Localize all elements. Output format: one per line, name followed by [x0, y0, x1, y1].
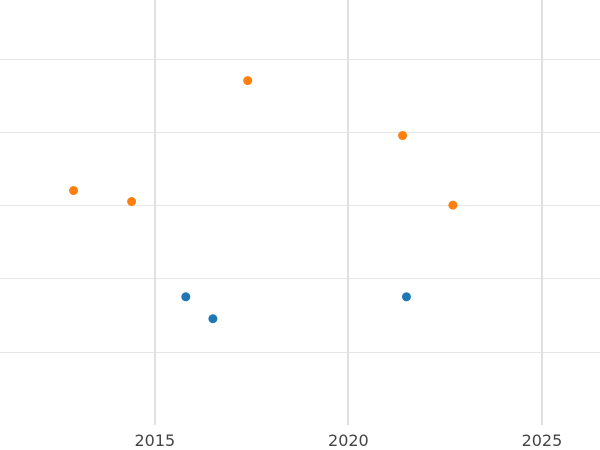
data-points	[69, 76, 458, 324]
x-axis-ticks: 2015 2020 2025	[134, 431, 562, 450]
data-point	[69, 186, 79, 196]
data-point	[181, 292, 191, 302]
x-tick-label: 2025	[522, 431, 563, 450]
data-point	[398, 131, 408, 141]
data-point	[401, 292, 411, 302]
data-point	[243, 76, 253, 86]
x-tick-label: 2020	[328, 431, 369, 450]
grid	[0, 0, 600, 425]
x-tick-label: 2015	[134, 431, 175, 450]
data-point	[127, 197, 137, 207]
data-point	[448, 200, 458, 210]
data-point	[208, 314, 218, 324]
